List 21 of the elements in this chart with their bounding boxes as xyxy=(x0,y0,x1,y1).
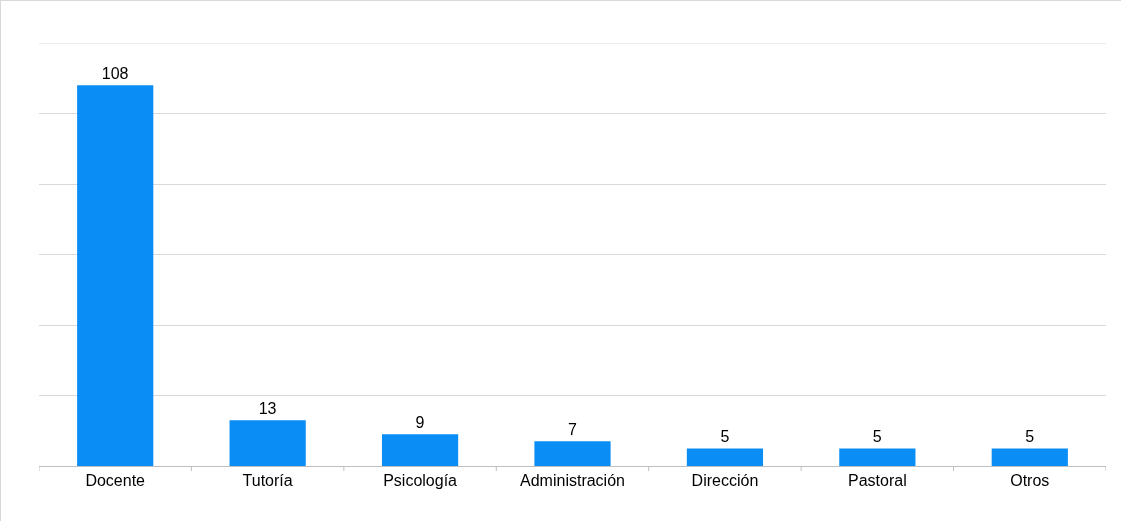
data-label: 9 xyxy=(415,414,425,432)
x-tick-label: Tutoría xyxy=(242,472,293,490)
bar xyxy=(229,420,306,466)
x-tick-label: Docente xyxy=(85,472,146,490)
bar xyxy=(534,441,611,466)
bar xyxy=(381,434,459,466)
data-label: 5 xyxy=(872,428,882,446)
x-tick-label: Administración xyxy=(520,472,625,490)
bar xyxy=(77,85,154,466)
data-label: 5 xyxy=(1025,428,1035,446)
x-tick-label: Dirección xyxy=(691,472,759,490)
bar xyxy=(686,448,764,466)
x-tick-label: Psicología xyxy=(383,472,458,490)
data-label: 108 xyxy=(101,65,129,83)
x-tick-label: Otros xyxy=(1010,472,1050,490)
data-label: 5 xyxy=(720,428,730,446)
x-tick-label: Pastoral xyxy=(848,472,907,490)
data-label: 7 xyxy=(568,421,577,439)
bar xyxy=(839,448,916,466)
bar xyxy=(991,448,1068,466)
data-label: 13 xyxy=(258,400,277,418)
